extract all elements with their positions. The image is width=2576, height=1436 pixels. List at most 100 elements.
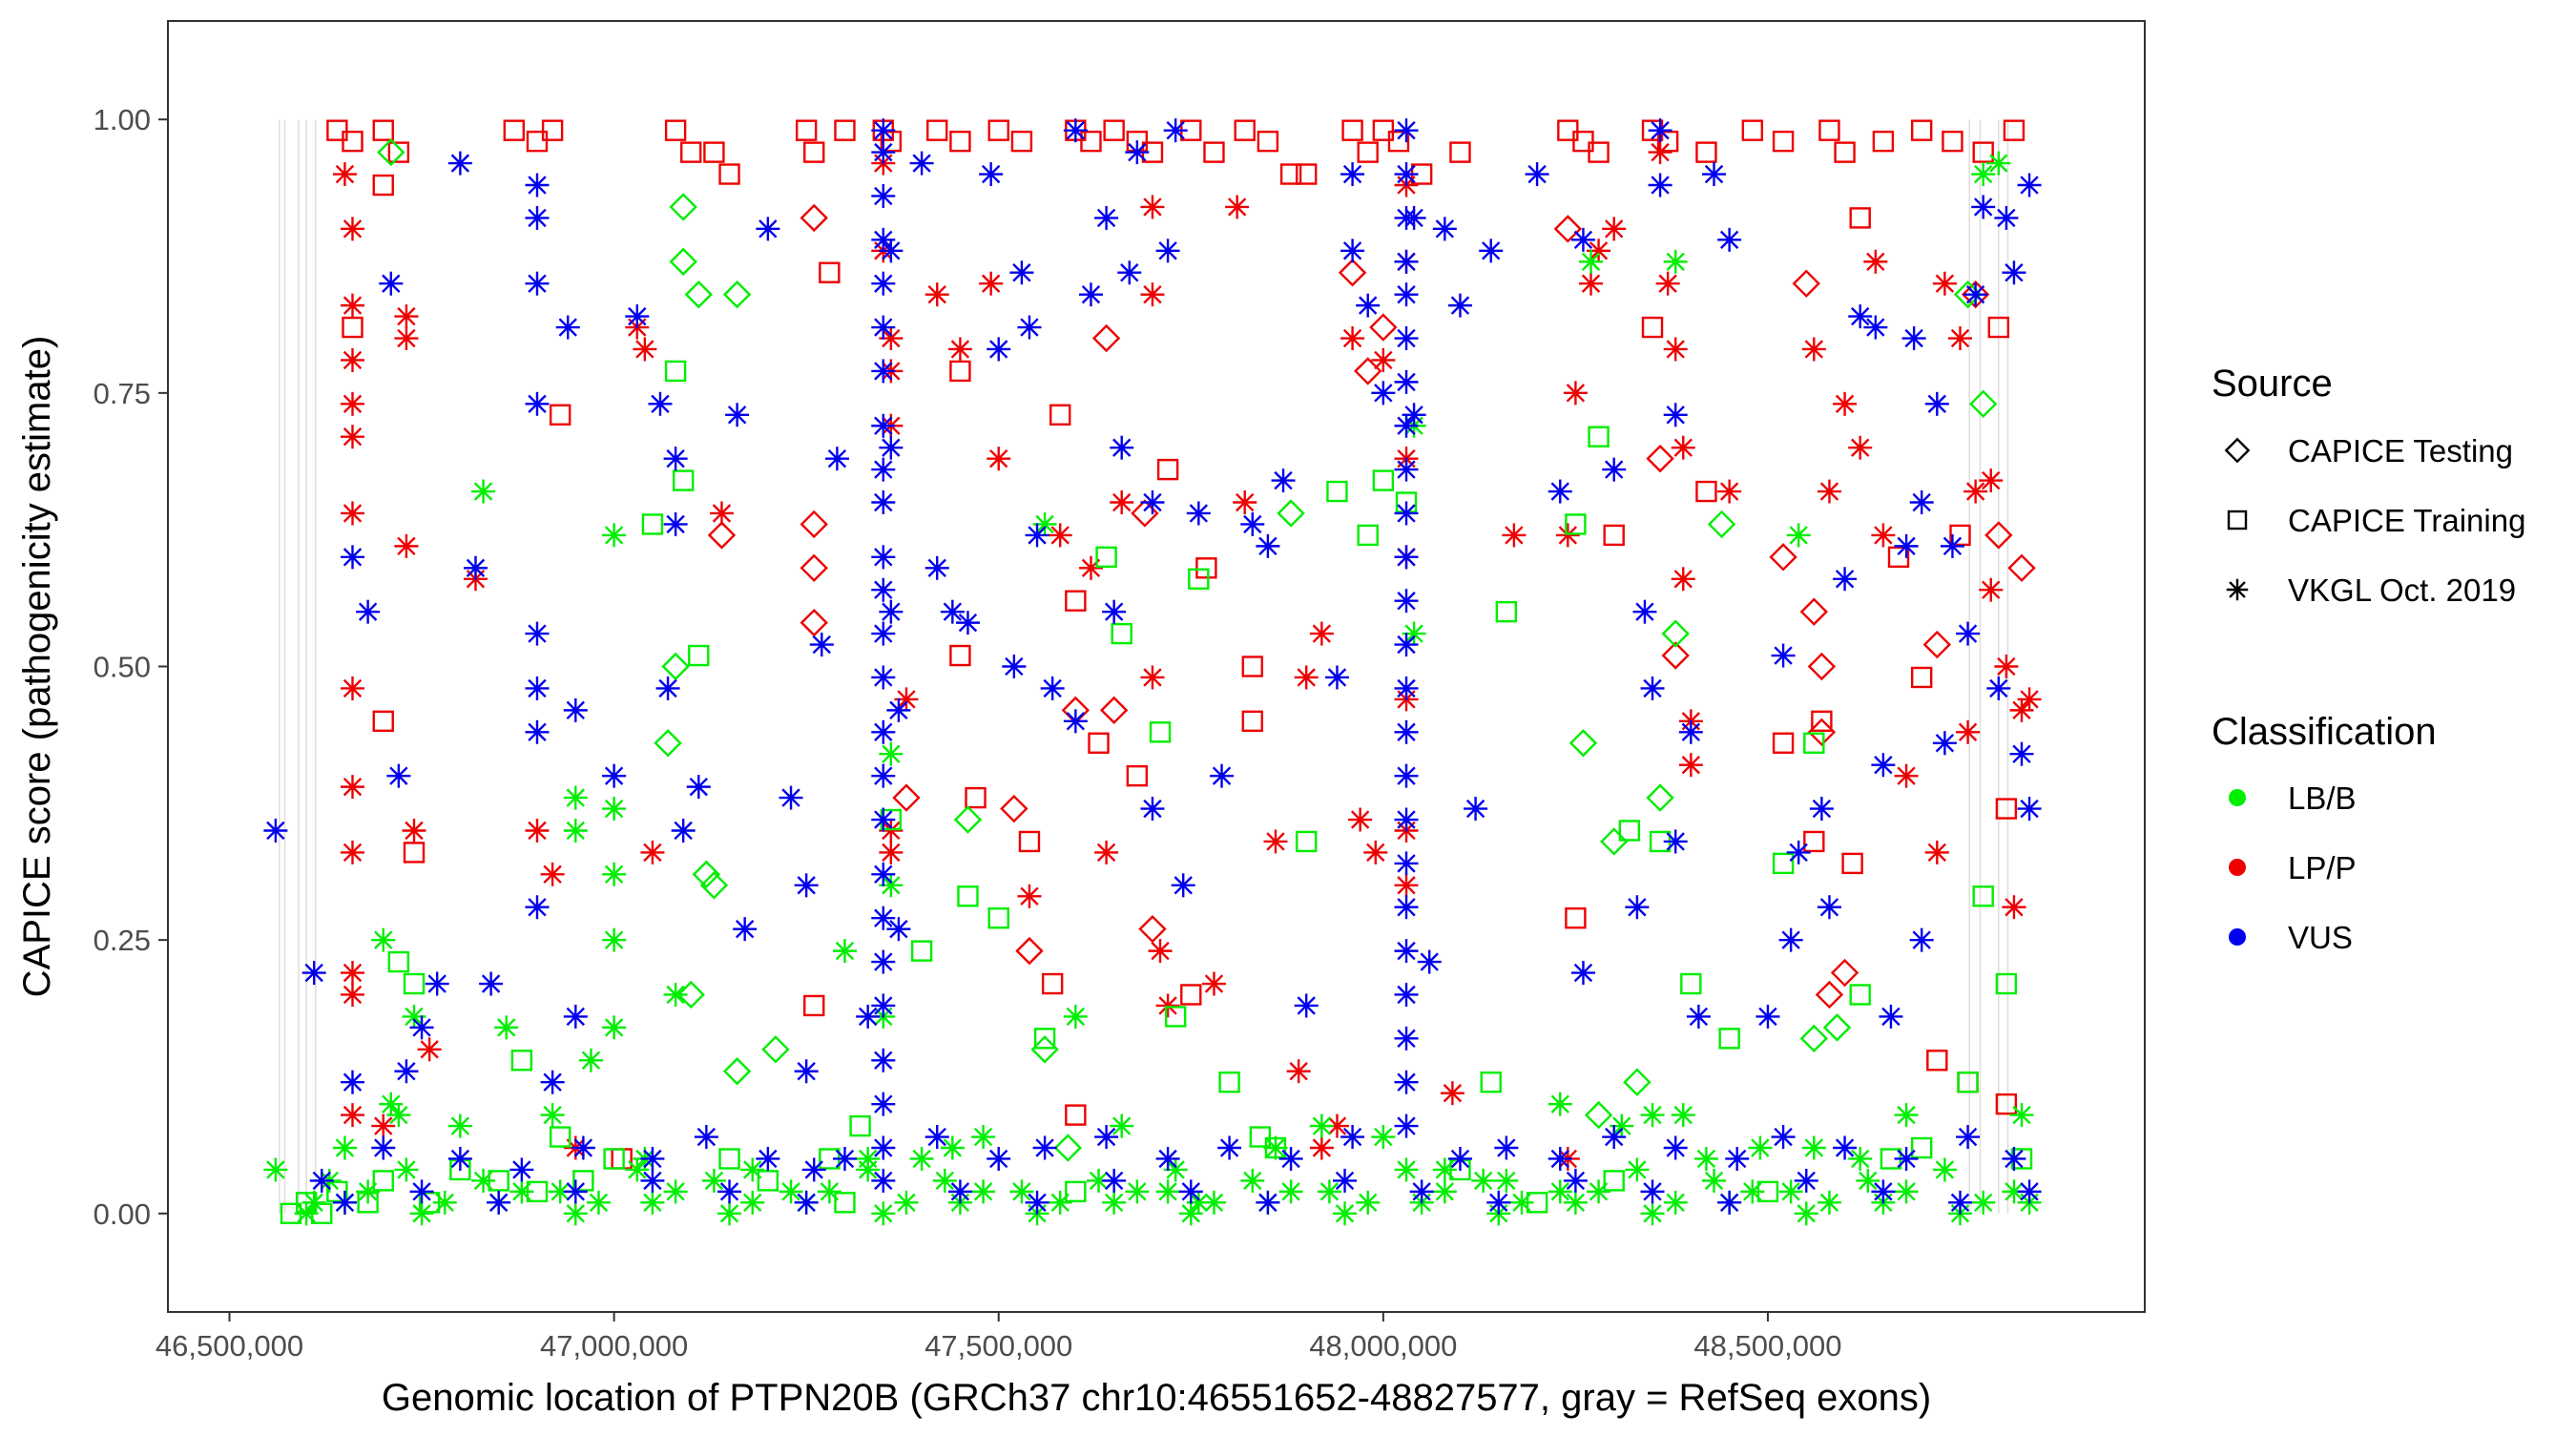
data-point bbox=[332, 162, 357, 187]
data-point bbox=[1557, 119, 1579, 141]
data-point bbox=[879, 435, 904, 460]
data-point bbox=[563, 785, 588, 810]
data-point bbox=[879, 239, 904, 263]
data-point bbox=[371, 1135, 396, 1160]
data-point bbox=[1394, 1113, 1419, 1138]
data-point bbox=[725, 403, 750, 427]
data-point bbox=[1678, 753, 1703, 778]
data-point bbox=[1479, 239, 1504, 263]
data-point bbox=[1010, 130, 1033, 153]
data-point bbox=[372, 1170, 394, 1192]
data-point bbox=[1887, 546, 1910, 569]
data-point bbox=[987, 337, 1011, 362]
data-point bbox=[1602, 1125, 1627, 1150]
legend-source-key bbox=[2226, 578, 2249, 601]
data-point bbox=[1686, 1004, 1711, 1029]
data-point bbox=[1646, 444, 1674, 473]
data-point bbox=[1968, 389, 1998, 419]
data-point bbox=[1822, 1013, 1852, 1042]
data-point bbox=[1015, 936, 1044, 966]
data-point bbox=[1856, 1168, 1880, 1193]
data-point bbox=[709, 501, 734, 526]
data-point bbox=[1618, 820, 1641, 842]
data-point bbox=[1661, 619, 1690, 648]
data-point bbox=[1040, 676, 1065, 700]
data-point bbox=[1480, 1072, 1502, 1093]
data-point bbox=[1972, 141, 1994, 163]
data-point bbox=[740, 1157, 765, 1182]
data-point bbox=[340, 982, 364, 1007]
data-point bbox=[1464, 797, 1488, 822]
data-point bbox=[1394, 249, 1419, 274]
data-point bbox=[1256, 1190, 1280, 1215]
data-point bbox=[979, 271, 1004, 296]
legend-source-title: Source bbox=[2212, 363, 2333, 405]
data-point bbox=[1357, 141, 1379, 163]
data-point bbox=[1163, 118, 1188, 143]
data-point bbox=[779, 1179, 803, 1204]
data-point bbox=[340, 545, 364, 570]
data-point bbox=[672, 469, 695, 491]
data-point bbox=[563, 1179, 588, 1204]
data-point bbox=[669, 247, 697, 276]
legend-classification-label: LP/P bbox=[2288, 850, 2357, 885]
data-point bbox=[871, 118, 896, 143]
data-point bbox=[525, 271, 550, 296]
data-point bbox=[2009, 1103, 2034, 1128]
data-point bbox=[1863, 315, 1888, 340]
data-point bbox=[1033, 1028, 1056, 1050]
data-point bbox=[541, 119, 564, 141]
data-point bbox=[340, 1070, 364, 1094]
data-point bbox=[1563, 1168, 1588, 1193]
data-point bbox=[803, 141, 825, 163]
legend-classification-key bbox=[2229, 789, 2246, 806]
data-point bbox=[1110, 490, 1134, 515]
data-point bbox=[800, 510, 828, 539]
data-point bbox=[1957, 1072, 1979, 1093]
legend-classification-key bbox=[2229, 928, 2246, 946]
data-point bbox=[761, 1035, 790, 1064]
data-point bbox=[722, 280, 752, 309]
data-point bbox=[663, 1179, 688, 1204]
y-axis-label: CAPICE score (pathogenicity estimate) bbox=[16, 336, 58, 998]
data-point bbox=[940, 1135, 965, 1160]
data-point bbox=[1640, 676, 1665, 700]
data-point bbox=[1600, 827, 1629, 856]
data-point bbox=[1278, 1146, 1303, 1171]
data-point bbox=[1201, 1190, 1226, 1215]
data-point bbox=[1102, 1190, 1127, 1215]
data-point bbox=[1994, 205, 2019, 230]
data-point bbox=[871, 271, 896, 296]
data-point bbox=[1807, 652, 1837, 681]
data-point bbox=[1394, 763, 1419, 788]
y-tick-label: 0.50 bbox=[93, 651, 151, 684]
data-point bbox=[694, 1125, 718, 1150]
legend-classification-items: LB/B LP/P VUS bbox=[2229, 780, 2357, 955]
data-point bbox=[1769, 543, 1797, 572]
data-point bbox=[871, 1201, 896, 1226]
data-point bbox=[1648, 140, 1672, 165]
data-point bbox=[1171, 873, 1195, 898]
data-point bbox=[1078, 555, 1103, 580]
data-point bbox=[1871, 753, 1896, 778]
data-point bbox=[301, 961, 326, 986]
data-point bbox=[1126, 764, 1149, 787]
data-point bbox=[1371, 381, 1396, 406]
data-point bbox=[372, 119, 394, 141]
data-point bbox=[2002, 1146, 2026, 1171]
data-point bbox=[1394, 369, 1419, 394]
data-point bbox=[1225, 195, 1250, 219]
data-point bbox=[1095, 546, 1117, 569]
data-point bbox=[1065, 590, 1087, 612]
data-point bbox=[794, 873, 819, 898]
data-point bbox=[447, 151, 472, 176]
data-point bbox=[1486, 1190, 1511, 1215]
data-point bbox=[1402, 403, 1426, 427]
data-point bbox=[1971, 1190, 1996, 1215]
data-point bbox=[1565, 907, 1587, 929]
data-point bbox=[1640, 1103, 1665, 1128]
data-point bbox=[1871, 1179, 1896, 1204]
data-point bbox=[1049, 404, 1071, 426]
data-point bbox=[1641, 316, 1664, 339]
data-point bbox=[909, 151, 934, 176]
